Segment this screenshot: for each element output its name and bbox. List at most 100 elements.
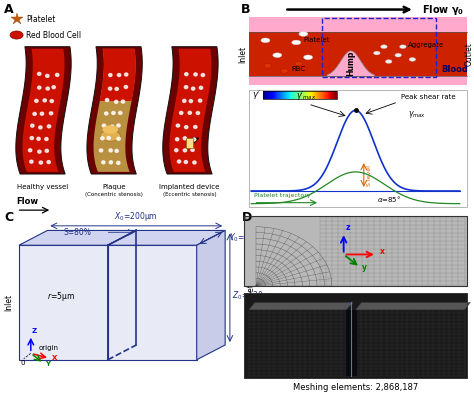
Circle shape	[55, 72, 59, 75]
Circle shape	[182, 100, 185, 103]
Text: Outlet: Outlet	[246, 283, 255, 307]
Bar	[267, 91, 268, 99]
Text: $r$=5μm: $r$=5μm	[47, 290, 75, 303]
Circle shape	[47, 125, 50, 128]
Text: Flow: Flow	[17, 197, 39, 206]
Polygon shape	[100, 49, 136, 101]
Text: Hump: Hump	[346, 51, 355, 76]
Bar	[286, 91, 287, 99]
Bar	[310, 91, 311, 99]
Ellipse shape	[395, 53, 401, 57]
Circle shape	[103, 113, 106, 116]
Circle shape	[178, 161, 182, 164]
Bar	[265, 91, 266, 99]
Bar	[329, 91, 330, 99]
Polygon shape	[16, 47, 71, 174]
Bar	[332, 91, 333, 99]
Text: (Concentric stenosis): (Concentric stenosis)	[85, 192, 143, 197]
Circle shape	[185, 73, 189, 77]
Circle shape	[109, 138, 112, 141]
Bar	[277, 91, 278, 99]
Text: Healthy vessel: Healthy vessel	[17, 184, 68, 189]
Bar	[309, 91, 310, 99]
Text: B: B	[240, 3, 250, 16]
Text: $Y_0$=100μm: $Y_0$=100μm	[229, 231, 272, 244]
Polygon shape	[108, 245, 197, 360]
Ellipse shape	[261, 38, 270, 43]
Bar	[292, 91, 293, 99]
Text: z: z	[346, 222, 350, 231]
Circle shape	[187, 113, 191, 116]
Text: RBC: RBC	[292, 66, 306, 72]
Bar	[274, 91, 275, 99]
Text: Platelet trajectory: Platelet trajectory	[254, 193, 310, 198]
Bar	[292, 91, 293, 99]
Bar	[249, 90, 467, 207]
Circle shape	[127, 72, 130, 75]
Polygon shape	[108, 230, 137, 360]
Ellipse shape	[273, 53, 282, 57]
Bar	[330, 91, 331, 99]
Circle shape	[31, 162, 35, 165]
Text: Aggregate: Aggregate	[408, 42, 444, 48]
Bar	[316, 91, 317, 99]
Circle shape	[189, 99, 192, 102]
Bar	[244, 293, 467, 378]
Bar	[336, 91, 337, 99]
Bar	[303, 91, 304, 99]
Bar	[311, 91, 312, 99]
Circle shape	[194, 161, 197, 164]
Circle shape	[201, 73, 204, 77]
Bar	[332, 91, 333, 99]
Bar	[278, 91, 279, 99]
Bar	[312, 91, 313, 99]
Circle shape	[33, 113, 36, 116]
Bar	[272, 91, 273, 99]
Circle shape	[36, 149, 39, 152]
Bar	[267, 91, 268, 99]
Text: Platelet: Platelet	[26, 15, 55, 24]
Circle shape	[101, 125, 105, 128]
Circle shape	[183, 149, 187, 152]
Bar	[321, 91, 322, 99]
Circle shape	[29, 125, 33, 128]
Bar	[314, 91, 315, 99]
Bar	[322, 91, 323, 99]
Circle shape	[106, 99, 109, 103]
Bar	[282, 91, 283, 99]
Bar	[265, 91, 266, 99]
Bar	[323, 91, 324, 99]
Ellipse shape	[295, 61, 302, 66]
Bar	[327, 91, 328, 99]
Bar	[244, 216, 467, 286]
Bar	[271, 91, 272, 99]
Bar	[266, 91, 267, 99]
Bar	[307, 91, 308, 99]
Circle shape	[115, 86, 118, 89]
Text: Implanted device: Implanted device	[159, 184, 220, 189]
Circle shape	[41, 113, 44, 116]
Ellipse shape	[400, 45, 406, 49]
Bar	[299, 91, 300, 99]
Circle shape	[109, 125, 112, 128]
Bar	[287, 91, 288, 99]
Bar	[249, 76, 467, 85]
Circle shape	[192, 125, 196, 128]
Circle shape	[185, 161, 188, 164]
Bar	[310, 91, 311, 99]
Circle shape	[192, 149, 196, 152]
Bar	[249, 17, 467, 85]
Bar	[302, 91, 303, 99]
Bar	[268, 91, 269, 99]
Text: Meshing elements: 2,868,187: Meshing elements: 2,868,187	[293, 383, 418, 392]
Text: S level: S level	[367, 165, 373, 185]
Circle shape	[42, 99, 45, 102]
Polygon shape	[327, 51, 374, 76]
Polygon shape	[108, 230, 225, 245]
Bar	[244, 293, 467, 378]
Text: Y: Y	[45, 361, 50, 367]
Bar	[296, 91, 297, 99]
Circle shape	[36, 99, 39, 102]
Bar	[297, 91, 298, 99]
Bar	[244, 216, 467, 286]
